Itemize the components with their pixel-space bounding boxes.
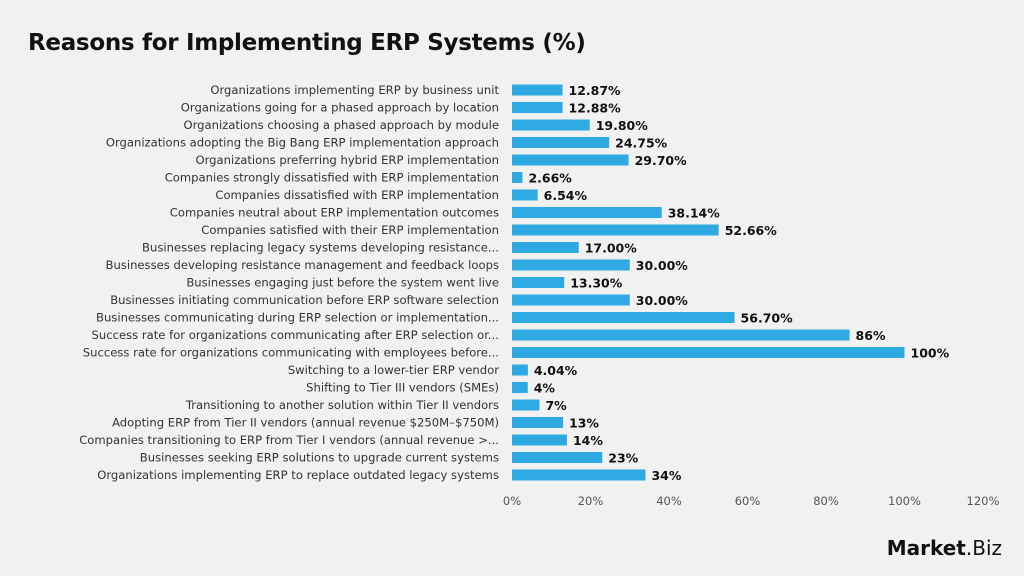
- bar: [512, 399, 540, 411]
- bar: [512, 207, 662, 218]
- bar: [512, 382, 528, 393]
- x-tick-label: 60%: [735, 494, 761, 508]
- category-label: Companies satisfied with their ERP imple…: [201, 223, 499, 237]
- category-label: Companies dissatisfied with ERP implemen…: [215, 188, 499, 202]
- data-label: 2.66%: [528, 171, 572, 186]
- data-label: 13%: [569, 416, 599, 431]
- category-label: Transitioning to another solution within…: [185, 398, 499, 412]
- category-label: Shifting to Tier III vendors (SMEs): [306, 381, 499, 395]
- data-label: 4%: [534, 381, 556, 396]
- data-label: 17.00%: [585, 241, 638, 256]
- data-label: 6.54%: [544, 188, 588, 203]
- x-tick-label: 120%: [967, 494, 1000, 508]
- x-tick-label: 40%: [656, 494, 682, 508]
- category-label: Organizations choosing a phased approach…: [183, 118, 499, 132]
- x-tick-label: 100%: [888, 494, 921, 508]
- bar: [512, 172, 523, 183]
- x-tick-label: 0%: [503, 494, 521, 508]
- category-label: Success rate for organizations communica…: [83, 346, 499, 360]
- bar: [512, 434, 567, 446]
- marketbiz-logo: Market .Biz: [887, 536, 1002, 560]
- bar: [512, 84, 563, 96]
- category-label: Businesses communicating during ERP sele…: [96, 311, 499, 325]
- category-label: Companies transitioning to ERP from Tier…: [79, 433, 499, 447]
- data-label: 86%: [856, 328, 886, 343]
- data-label: 12.87%: [569, 83, 622, 98]
- category-label: Companies strongly dissatisfied with ERP…: [165, 171, 499, 185]
- data-label: 13.30%: [570, 276, 623, 291]
- data-label: 56.70%: [741, 311, 794, 326]
- bar: [512, 312, 735, 323]
- category-label: Businesses engaging just before the syst…: [186, 276, 499, 290]
- data-label: 12.88%: [569, 101, 622, 116]
- data-label: 30.00%: [636, 258, 689, 273]
- data-label: 7%: [545, 398, 567, 413]
- category-label: Businesses seeking ERP solutions to upgr…: [140, 451, 499, 465]
- data-label: 14%: [573, 433, 603, 448]
- category-label: Businesses initiating communication befo…: [110, 293, 499, 307]
- data-label: 19.80%: [596, 118, 649, 133]
- category-label: Companies neutral about ERP implementati…: [170, 206, 499, 220]
- data-label: 52.66%: [725, 223, 778, 238]
- category-label: Businesses replacing legacy systems deve…: [142, 241, 499, 255]
- bar: [512, 119, 590, 131]
- bar: [512, 189, 538, 201]
- bar: [512, 469, 646, 481]
- bar: [512, 364, 528, 376]
- bar: [512, 417, 564, 428]
- category-label: Organizations adopting the Big Bang ERP …: [106, 136, 499, 150]
- data-label: 38.14%: [668, 206, 721, 221]
- logo-market: Market: [886, 536, 966, 560]
- bar: [512, 137, 610, 148]
- category-label: Success rate for organizations communica…: [92, 328, 499, 342]
- bar: [512, 329, 850, 341]
- category-label: Switching to a lower-tier ERP vendor: [288, 363, 499, 377]
- bar: [512, 277, 565, 288]
- bar: [512, 259, 630, 271]
- bar: [512, 242, 579, 253]
- bar: [512, 102, 563, 113]
- x-tick-label: 20%: [578, 494, 604, 508]
- data-label: 29.70%: [635, 153, 688, 168]
- data-label: 30.00%: [636, 293, 689, 308]
- data-label: 23%: [608, 451, 638, 466]
- category-label: Organizations preferring hybrid ERP impl…: [195, 153, 499, 167]
- data-label: 100%: [911, 346, 950, 361]
- category-label: Businesses developing resistance managem…: [106, 258, 500, 272]
- category-label: Organizations implementing ERP by busine…: [210, 83, 499, 97]
- bar: [512, 452, 603, 463]
- data-label: 24.75%: [615, 136, 668, 151]
- bar: [512, 224, 719, 236]
- data-label: 4.04%: [534, 363, 578, 378]
- category-label: Adopting ERP from Tier II vendors (annua…: [112, 416, 499, 430]
- bar: [512, 294, 630, 306]
- bar: [512, 347, 905, 358]
- data-label: 34%: [651, 468, 681, 483]
- bar: [512, 154, 629, 166]
- chart-title: Reasons for Implementing ERP Systems (%): [28, 30, 586, 56]
- category-label: Organizations going for a phased approac…: [181, 101, 499, 115]
- logo-biz: .Biz: [965, 536, 1002, 560]
- x-tick-label: 80%: [813, 494, 839, 508]
- category-label: Organizations implementing ERP to replac…: [97, 468, 499, 482]
